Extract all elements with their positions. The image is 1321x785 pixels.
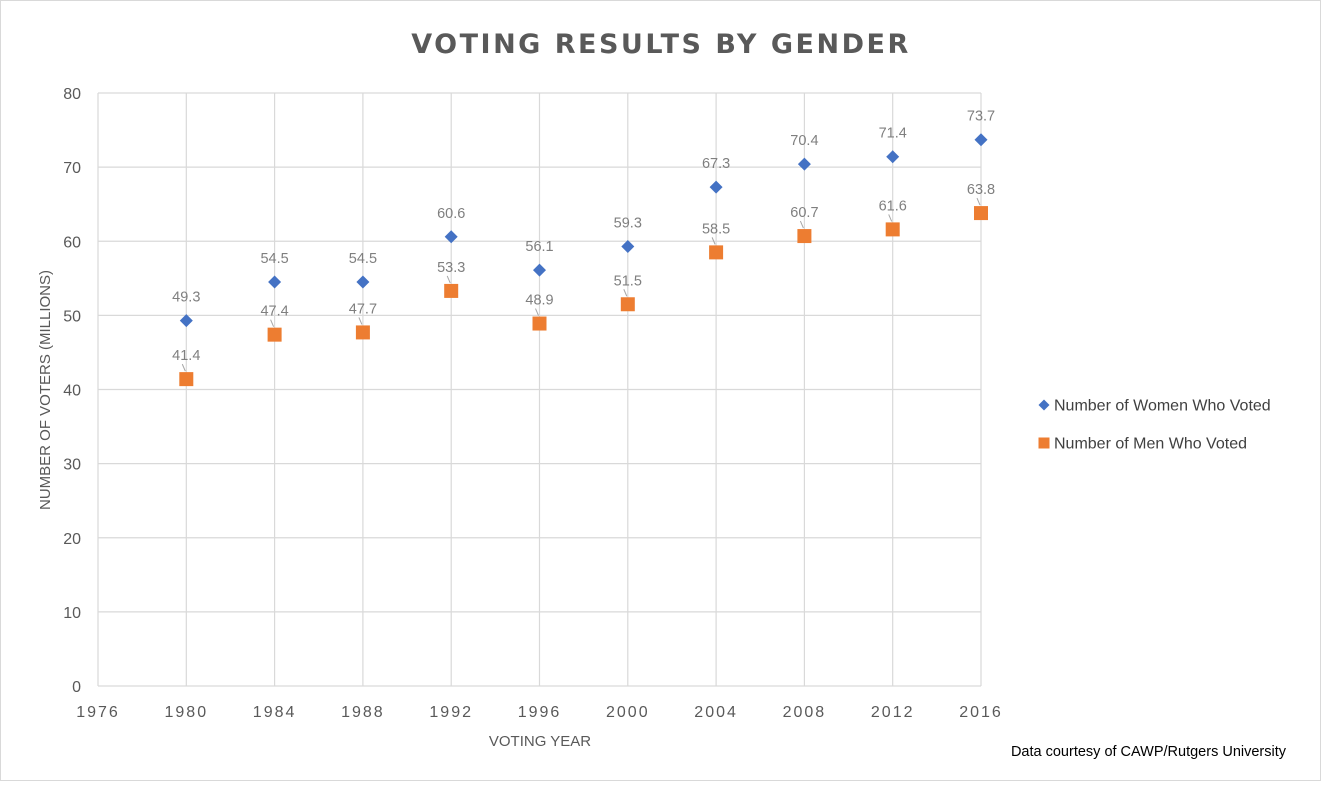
x-tick-label: 2004 — [694, 704, 738, 721]
y-axis-label: NUMBER OF VOTERS (MILLIONS) — [37, 270, 54, 510]
men-voted-point — [797, 229, 812, 244]
x-tick-label: 1996 — [518, 704, 562, 721]
men-voted-point — [620, 297, 635, 312]
men-voted-point — [709, 245, 724, 260]
men-data-label: 47.7 — [349, 301, 377, 317]
men-voted-point — [444, 283, 459, 298]
women-voted-point — [886, 150, 900, 164]
men-data-label: 51.5 — [614, 273, 642, 289]
women-data-label: 56.1 — [525, 239, 553, 255]
men-data-label: 41.4 — [172, 348, 200, 364]
women-voted-point — [709, 180, 723, 194]
women-voted-point — [179, 314, 193, 328]
men-data-label: 60.7 — [790, 205, 818, 221]
data-labels: 49.3 54.5 54.5 60.6 56.1 59.3 67.3 70.4 71.4 73.7… — [172, 109, 995, 364]
women-voted-point — [444, 230, 458, 244]
men-data-label: 47.4 — [260, 304, 288, 320]
women-data-label: 71.4 — [879, 126, 907, 142]
leader-line — [623, 289, 628, 297]
men-voted-point — [974, 206, 988, 221]
women-data-label: 49.3 — [172, 290, 200, 306]
women-voted-point — [974, 133, 988, 147]
women-voted-point — [533, 263, 546, 277]
x-tick-label: 2008 — [783, 704, 827, 721]
women-data-label: 67.3 — [702, 156, 730, 172]
men-voted-point — [179, 372, 194, 387]
leader-line — [446, 275, 451, 284]
women-voted-point — [797, 157, 811, 171]
women-data-label: 73.7 — [967, 109, 995, 125]
y-tick-label: 40 — [63, 383, 81, 400]
x-tick-label: 2012 — [871, 704, 915, 721]
data-credit: Data courtesy of CAWP/Rutgers University — [1011, 744, 1287, 760]
y-tick-label: 0 — [72, 679, 81, 696]
legend-entry-label: Number of Men Who Voted — [1054, 436, 1247, 453]
x-tick-label: 2016 — [959, 704, 1003, 721]
leader-line — [888, 214, 893, 222]
men-data-label: 61.6 — [879, 198, 907, 214]
leader-line — [270, 319, 275, 327]
x-tick-label: 1980 — [165, 704, 209, 721]
men-voted-point — [885, 222, 900, 237]
chart-title: VOTING RESULTS BY GENDER — [411, 29, 911, 60]
x-tick-label: 1988 — [341, 704, 385, 721]
y-tick-label: 20 — [63, 531, 81, 548]
women-data-label: 54.5 — [349, 251, 377, 267]
leader-line — [181, 363, 186, 372]
women-voted-point — [621, 239, 635, 253]
x-tick-label: 1984 — [253, 704, 297, 721]
women-data-label: 54.5 — [260, 251, 288, 267]
women-data-label: 60.6 — [437, 206, 465, 222]
men-data-label: 58.5 — [702, 221, 730, 237]
leader-line — [535, 308, 539, 316]
y-tick-label: 50 — [63, 308, 81, 325]
x-tick-label: 1976 — [76, 704, 120, 721]
legend-square-icon — [1038, 437, 1050, 449]
men-voted-point — [267, 327, 282, 342]
x-tick-label: 1992 — [429, 704, 473, 721]
legend-diamond-icon — [1038, 399, 1050, 411]
data-points — [179, 133, 988, 387]
men-voted-point — [355, 325, 370, 340]
men-data-label: 53.3 — [437, 260, 465, 276]
women-data-label: 70.4 — [790, 133, 818, 149]
women-voted-point — [356, 275, 370, 289]
y-tick-label: 60 — [63, 234, 81, 251]
leader-line — [976, 197, 981, 206]
y-tick-label: 30 — [63, 457, 81, 474]
men-data-label: 63.8 — [967, 182, 995, 198]
women-data-label: 59.3 — [614, 215, 642, 231]
legend-entry-label: Number of Women Who Voted — [1054, 398, 1271, 415]
x-axis-label: VOTING YEAR — [489, 733, 591, 750]
x-tick-label: 2000 — [606, 704, 650, 721]
men-data-label: 48.9 — [525, 293, 553, 309]
y-axis-ticks: 0 10 20 30 40 50 60 70 80 — [63, 86, 81, 696]
y-tick-label: 10 — [63, 605, 81, 622]
y-tick-label: 70 — [63, 160, 81, 177]
women-voted-point — [268, 275, 282, 289]
x-axis-ticks: 1976 1980 1984 1988 1992 1996 2000 2004 2008 2012… — [76, 704, 1003, 721]
leader-line — [799, 220, 804, 229]
leader-line — [711, 237, 716, 245]
legend: Number of Women Who Voted Number of Men W… — [1038, 398, 1271, 453]
leader-line — [358, 317, 363, 325]
gridlines — [97, 92, 982, 687]
men-voted-point — [532, 316, 547, 331]
leader-lines — [181, 197, 981, 372]
y-tick-label: 80 — [63, 86, 81, 103]
